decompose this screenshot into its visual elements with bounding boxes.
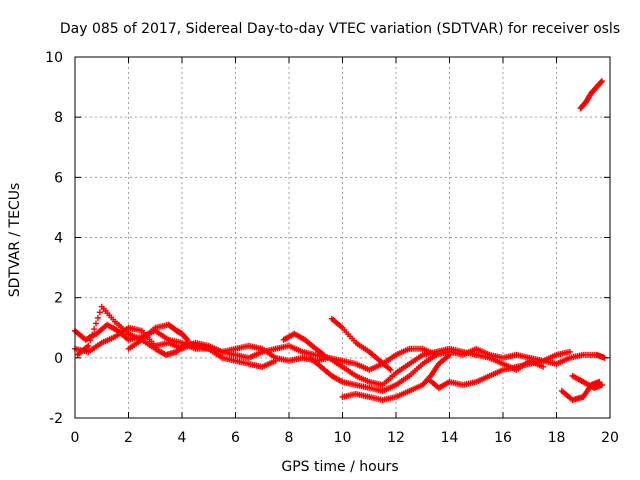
data-point-marker xyxy=(446,351,453,358)
chart-title: Day 085 of 2017, Sidereal Day-to-day VTE… xyxy=(60,21,620,37)
data-point-marker xyxy=(85,342,92,349)
series-track-h xyxy=(425,348,573,391)
series-track-j xyxy=(558,378,603,403)
data-point-marker xyxy=(91,326,98,333)
data-point-marker xyxy=(387,366,394,373)
series-track-l xyxy=(577,78,605,112)
data-point-marker xyxy=(598,381,605,388)
series-track-e xyxy=(328,315,394,373)
y-tick-label: 2 xyxy=(54,291,63,307)
data-point-marker xyxy=(433,351,440,358)
series-track-f xyxy=(339,351,453,403)
x-tick-label: 20 xyxy=(601,430,619,446)
x-tick-label: 14 xyxy=(441,430,459,446)
x-tick-label: 8 xyxy=(285,430,294,446)
x-tick-label: 2 xyxy=(124,430,133,446)
x-tick-label: 12 xyxy=(387,430,405,446)
data-point-marker xyxy=(89,331,96,338)
x-tick-label: 10 xyxy=(334,430,352,446)
x-tick-label: 4 xyxy=(178,430,187,446)
y-tick-label: 0 xyxy=(54,351,63,367)
y-tick-label: -2 xyxy=(49,411,63,427)
series-track-i xyxy=(280,330,327,358)
y-tick-label: 6 xyxy=(54,170,63,186)
data-point-marker xyxy=(184,336,191,343)
y-tick-label: 4 xyxy=(54,231,63,247)
x-tick-label: 6 xyxy=(231,430,240,446)
x-tick-label: 0 xyxy=(71,430,80,446)
y-tick-label: 10 xyxy=(45,50,63,66)
data-point-marker xyxy=(319,350,326,357)
series-track-b xyxy=(72,324,608,373)
data-point-marker xyxy=(540,363,547,370)
series-track-k xyxy=(569,372,605,391)
data-point-marker xyxy=(87,337,94,344)
x-tick-label: 18 xyxy=(548,430,566,446)
axes: 0 2 4 6 8 10 12 14 16 18 20 -2 0 2 4 6 8 10 xyxy=(45,50,619,446)
data-markers xyxy=(72,78,608,403)
data-point-marker xyxy=(93,320,100,327)
x-tick-label: 16 xyxy=(494,430,512,446)
series-track-g xyxy=(307,351,440,394)
data-point-marker xyxy=(272,357,279,364)
data-point-marker xyxy=(183,335,190,342)
y-tick-label: 8 xyxy=(54,110,63,126)
y-axis-label: SDTVAR / TECUs xyxy=(7,183,23,298)
data-point-marker xyxy=(566,348,573,355)
series-track-d xyxy=(125,321,191,352)
data-point-marker xyxy=(598,78,605,85)
series-track-c xyxy=(74,303,279,370)
x-axis-label: GPS time / hours xyxy=(281,459,398,475)
data-point-marker xyxy=(320,351,327,358)
data-point-marker xyxy=(598,78,605,85)
data-point-marker xyxy=(96,309,103,316)
data-point-marker xyxy=(94,314,101,321)
